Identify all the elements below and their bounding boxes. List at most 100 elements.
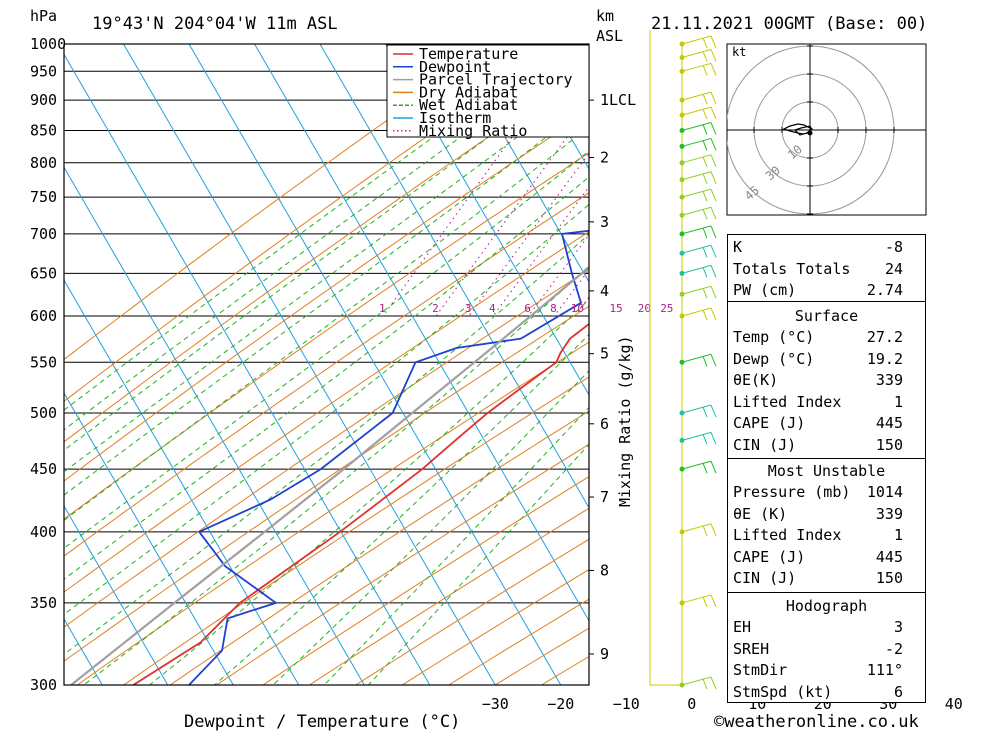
mixing-ratio-label-25: 25 — [660, 302, 673, 315]
km-label-2: 2 — [600, 149, 609, 167]
mixing-ratio-label-10: 10 — [571, 302, 584, 315]
legend-item: Mixing Ratio — [419, 122, 527, 140]
index-key: Temp (°C) — [733, 328, 815, 346]
mixing-ratio-tick-labels: 1 2 3 4 6 8 10 15 20 25 — [379, 302, 673, 315]
pressure-label-850: 850 — [30, 122, 57, 140]
hodograph-title: Hodograph — [785, 597, 868, 615]
most-unstable-title: Most Unstable — [767, 462, 886, 480]
index-key: PW (cm) — [733, 281, 797, 299]
index-value: 1 — [893, 392, 903, 411]
indices-panel-most-unstable: Most Unstable Pressure (mb) 1014 θE (K) 339… — [727, 458, 926, 593]
pressure-label-900: 900 — [30, 91, 57, 109]
km-label-9: 9 — [600, 645, 609, 663]
index-key: SREH — [733, 639, 770, 658]
mixing-ratio-label-2: 2 — [432, 302, 439, 315]
temp-tick-0: 0 — [687, 695, 696, 713]
index-row: CAPE (J) 445 — [728, 547, 925, 568]
index-row: Totals Totals 24 — [728, 259, 925, 280]
index-value: 150 — [875, 569, 903, 587]
legend-item: Isotherm — [419, 109, 491, 127]
index-key: StmSpd (kt) — [733, 682, 833, 701]
mixing-ratio-label-20: 20 — [638, 302, 651, 315]
index-value: 19.2 — [866, 349, 903, 368]
index-value: 6 — [893, 682, 903, 701]
temp-tick--20: −20 — [547, 695, 574, 713]
hodograph-trace — [782, 123, 814, 136]
index-key: Lifted Index — [733, 526, 842, 544]
mixing-ratio-label-1: 1 — [379, 302, 386, 315]
index-value: 27.2 — [866, 328, 903, 346]
index-key: θE (K) — [733, 504, 788, 523]
index-row: CIN (J) 150 — [728, 568, 925, 589]
dewpoint-line — [188, 229, 589, 685]
pressure-label-300: 300 — [30, 676, 57, 694]
index-value: -2 — [884, 639, 903, 658]
index-value: -8 — [884, 238, 903, 256]
index-key: Pressure (mb) — [733, 483, 851, 501]
legend-item: Temperature — [419, 45, 518, 63]
index-key: CIN (J) — [733, 435, 797, 454]
km-label-8: 8 — [600, 561, 609, 579]
datetime-title: 21.11.2021 00GMT (Base: 00) — [651, 14, 927, 34]
mixing-ratio-label-15: 15 — [609, 302, 622, 315]
km-label-1LCL: 1LCL — [600, 91, 636, 109]
temp-tick--10: −10 — [613, 695, 640, 713]
pressure-label-750: 750 — [30, 188, 57, 206]
index-value: 339 — [875, 504, 903, 523]
pressure-label-800: 800 — [30, 154, 57, 172]
km-label-5: 5 — [600, 345, 609, 363]
indices-panel-hodograph: Hodograph EH 3 SREH -2 StmDir 111° StmSpd (kt)… — [727, 592, 926, 703]
index-value: 150 — [875, 435, 903, 454]
index-key: Lifted Index — [733, 392, 842, 411]
index-key: CIN (J) — [733, 569, 797, 587]
pressure-label-700: 700 — [30, 225, 57, 243]
index-value: 2.74 — [866, 281, 903, 299]
height-tick-labels: 9 8 7 6 5 4 3 2 1LCL — [589, 91, 636, 663]
wind-profile — [649, 30, 717, 690]
indices-panel-surface: Surface Temp (°C) 27.2 Dewp (°C) 19.2 θE(K) 3… — [727, 301, 926, 459]
index-row: Temp (°C) 27.2 — [728, 327, 925, 348]
pressure-label-550: 550 — [30, 353, 57, 371]
km-label-6: 6 — [600, 415, 609, 433]
hodograph: kt 10 30 45 — [726, 43, 927, 216]
pressure-label-450: 450 — [30, 460, 57, 478]
mixing-ratio-label-8: 8 — [550, 302, 557, 315]
index-row: StmDir 111° — [728, 660, 925, 681]
index-key: CAPE (J) — [733, 414, 806, 432]
pressure-label-650: 650 — [30, 264, 57, 282]
index-key: StmDir — [733, 661, 788, 679]
mixing-ratio-label-4: 4 — [489, 302, 496, 315]
km-label-3: 3 — [600, 213, 609, 231]
index-row: Pressure (mb) 1014 — [728, 482, 925, 503]
profile-series — [70, 229, 589, 685]
asl-label: ASL — [596, 27, 623, 45]
temperature-line — [132, 322, 589, 685]
index-value: 3 — [893, 618, 903, 636]
hodograph-unit: kt — [732, 45, 746, 59]
plot-frame — [63, 43, 590, 686]
index-key: EH — [733, 618, 752, 636]
hpa-label: hPa — [30, 7, 57, 25]
index-row: θE (K) 339 — [728, 504, 925, 525]
copyright: ©weatheronline.co.uk — [714, 712, 919, 732]
index-key: θE(K) — [733, 371, 779, 389]
indices-panel-top: K -8 Totals Totals 24 PW (cm) 2.74 — [727, 234, 926, 302]
index-row: K -8 — [728, 237, 925, 258]
pressure-label-950: 950 — [30, 62, 57, 80]
index-row: SREH -2 — [728, 639, 925, 660]
legend-item: Wet Adiabat — [419, 96, 518, 114]
pressure-label-400: 400 — [30, 523, 57, 541]
temp-tick-40: 40 — [945, 695, 963, 713]
index-value: 111° — [866, 661, 903, 679]
index-key: Totals Totals — [733, 259, 851, 278]
legend-item: Dewpoint — [419, 58, 491, 76]
location-title: 19°43'N 204°04'W 11m ASL — [92, 14, 338, 34]
index-value: 445 — [875, 547, 903, 566]
index-value: 24 — [884, 259, 903, 278]
index-value: 1 — [893, 526, 903, 544]
index-key: K — [733, 238, 743, 256]
pressure-label-600: 600 — [30, 307, 57, 325]
legend-item: Parcel Trajectory — [419, 71, 573, 89]
